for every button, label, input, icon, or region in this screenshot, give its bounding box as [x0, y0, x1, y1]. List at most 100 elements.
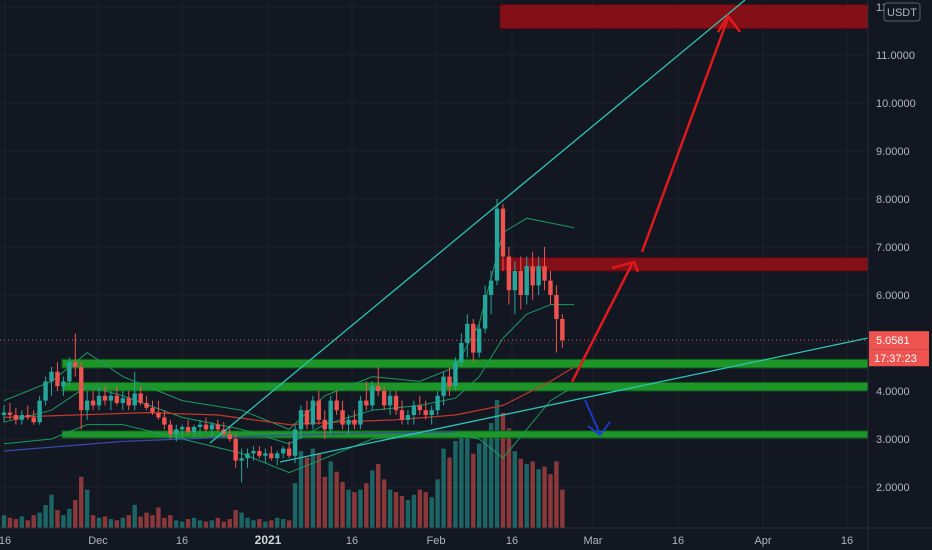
candle-body — [96, 395, 102, 406]
candle-body — [465, 323, 470, 343]
candle-body — [197, 424, 203, 427]
x-tick-label: 16 — [672, 535, 684, 547]
volume-bar — [316, 453, 322, 528]
candle-body — [156, 412, 161, 418]
candle-body — [79, 367, 84, 411]
volume-bar — [334, 471, 339, 528]
resistance-zone — [499, 257, 869, 272]
y-tick-label: 3.0000 — [876, 434, 910, 446]
countdown-label: 17:37:23 — [874, 353, 917, 365]
volume-bar — [49, 494, 54, 528]
candle-body — [560, 319, 565, 341]
volume-bar — [423, 492, 428, 528]
bollinger-upper-line — [3, 217, 575, 430]
candle-body — [518, 271, 523, 295]
candle-body — [512, 271, 518, 291]
y-tick-label: 2.0000 — [876, 482, 910, 494]
volume-bar — [471, 453, 476, 528]
volume-bar — [245, 517, 250, 528]
candle-body — [239, 458, 244, 461]
candle-body — [280, 448, 286, 454]
candle-body — [263, 453, 268, 456]
volume-bar — [156, 507, 161, 528]
drawings[interactable] — [209, 0, 869, 463]
volume-bar — [120, 517, 125, 528]
volume-bar — [506, 428, 512, 528]
volume-bar — [37, 512, 42, 528]
volume-bar — [90, 515, 96, 528]
last-price-label: 5.0581 — [876, 335, 910, 347]
candle-body — [405, 415, 411, 420]
candle-body — [304, 410, 310, 425]
candle-body — [423, 410, 428, 415]
x-tick-label: Apr — [754, 535, 771, 547]
candle-body — [364, 400, 369, 406]
volume-bar — [209, 520, 215, 528]
volume-bar — [542, 466, 547, 528]
candle-body — [506, 256, 512, 291]
volume-bar — [465, 435, 470, 528]
volume-bar — [96, 517, 102, 528]
volume-bar — [55, 510, 60, 528]
volume-bar — [191, 517, 197, 528]
candle-body — [185, 427, 191, 432]
volume-bar — [399, 496, 405, 528]
volume-bar — [13, 519, 19, 528]
volume-bar — [304, 457, 310, 528]
candle-body — [132, 393, 137, 406]
candle-body — [524, 266, 529, 295]
candle-body — [209, 424, 215, 430]
arrow-up-2[interactable] — [640, 17, 730, 253]
candle-body — [102, 395, 108, 401]
currency-badge[interactable] — [883, 2, 921, 22]
trendline-upper[interactable] — [209, 0, 746, 444]
candle-body — [150, 407, 155, 413]
arrow-up-2-head[interactable] — [716, 13, 741, 33]
candle-body — [144, 403, 149, 408]
volume-bar — [298, 451, 304, 528]
volume-bar — [84, 489, 90, 528]
candle-body — [328, 400, 333, 430]
volume-bar — [114, 520, 120, 528]
candle-body — [191, 427, 197, 432]
arrow-up-1[interactable] — [570, 263, 634, 383]
candle-body — [358, 400, 363, 425]
countdown-tag — [869, 349, 929, 367]
volume-bar — [518, 458, 523, 528]
volume-bar — [494, 400, 500, 528]
volume-bar — [126, 515, 131, 528]
volume-bar — [530, 461, 535, 528]
candle-body — [233, 439, 238, 461]
volume-bar — [548, 474, 553, 528]
volume-bar — [417, 489, 422, 528]
arrow-up-1-head[interactable] — [611, 260, 640, 273]
candle-body — [286, 448, 292, 456]
volume-bar — [168, 515, 173, 528]
arrow-down[interactable] — [584, 399, 601, 435]
candle-body — [120, 398, 125, 403]
volume-bar — [536, 469, 541, 528]
candle-body — [441, 376, 446, 396]
candle-body — [429, 410, 434, 415]
candle-body — [334, 400, 339, 411]
trendline-lower[interactable] — [279, 337, 869, 463]
y-tick-label: 4.0000 — [876, 386, 910, 398]
candle-body — [73, 362, 78, 367]
y-tick-label: 9.0000 — [876, 146, 910, 158]
x-tick-label: 16 — [346, 535, 358, 547]
volume-bar — [512, 451, 518, 528]
volume-bar — [435, 479, 440, 528]
volume-bar — [31, 515, 36, 528]
candle-body — [488, 280, 494, 295]
price-axis-panel — [868, 0, 932, 550]
candle-body — [322, 419, 327, 430]
volume-bar — [405, 499, 411, 528]
volume-bar — [393, 492, 399, 528]
candle-body — [554, 295, 559, 319]
volume-bar — [203, 521, 209, 528]
volume-bar — [292, 483, 298, 528]
arrow-down-head[interactable] — [587, 421, 611, 437]
candle-body — [257, 451, 262, 456]
candle-body — [310, 400, 316, 425]
